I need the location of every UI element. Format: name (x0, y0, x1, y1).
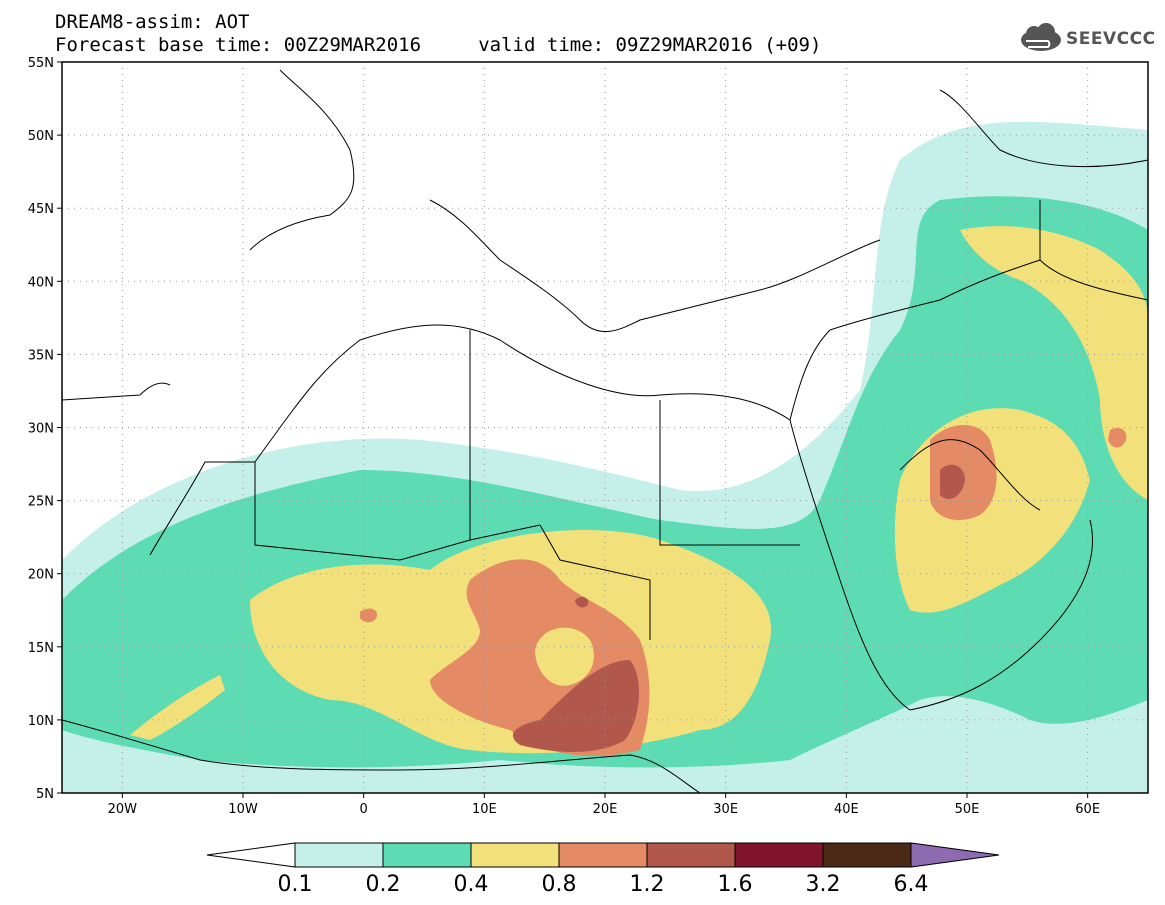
colorbar-bin (734, 842, 824, 868)
coastlines (62, 69, 1148, 793)
chart-title: DREAM8-assim: AOT (55, 11, 250, 33)
colorbar-bin (382, 842, 472, 868)
colorbar-label: 6.4 (894, 872, 929, 897)
colorbar-bin (294, 842, 384, 868)
colorbar-labels: 0.1 0.2 0.4 0.8 1.2 1.6 3.2 6.4 (278, 872, 929, 897)
colorbar (206, 842, 1000, 868)
lon-tick-label: 40E (834, 802, 859, 817)
lon-tick-label: 50E (955, 802, 980, 817)
forecast-time-subtitle: Forecast base time: 00Z29MAR2016 valid t… (55, 34, 822, 56)
lon-tick-label: 20W (108, 802, 138, 817)
colorbar-bin (558, 842, 648, 868)
colorbar-label: 1.6 (718, 872, 753, 897)
lat-tick-label: 40N (28, 275, 54, 290)
colorbar-label: 0.4 (454, 872, 489, 897)
map-graticule (62, 62, 1148, 793)
colorbar-label: 1.2 (630, 872, 665, 897)
colorbar-bin (822, 842, 912, 868)
lat-tick-label: 10N (28, 714, 54, 729)
lat-tick-label: 5N (36, 787, 54, 802)
longitude-labels: 20W 10W 0 10E 20E 30E 40E 50E 60E (108, 793, 1100, 817)
lon-tick-label: 60E (1075, 802, 1100, 817)
lat-tick-label: 50N (28, 129, 54, 144)
lat-tick-label: 25N (28, 495, 54, 510)
lat-tick-label: 45N (28, 202, 54, 217)
colorbar-low-arrow (206, 842, 296, 868)
latitude-labels: 5N 10N 15N 20N 25N 30N 35N 40N 45N 50N 55N (28, 56, 62, 802)
lon-tick-label: 0 (360, 802, 368, 817)
seevccc-logo: SEEVCCC (1018, 22, 1158, 54)
aot-field (62, 121, 1148, 793)
colorbar-label: 3.2 (806, 872, 841, 897)
lon-tick-label: 10E (472, 802, 497, 817)
colorbar-label: 0.1 (278, 872, 313, 897)
lat-tick-label: 15N (28, 641, 54, 656)
lat-tick-label: 20N (28, 568, 54, 583)
colorbar-label: 0.2 (366, 872, 401, 897)
colorbar-bin (470, 842, 560, 868)
colorbar-label: 0.8 (542, 872, 577, 897)
colorbar-high-arrow (910, 842, 1000, 868)
lat-tick-label: 30N (28, 422, 54, 437)
lon-tick-label: 20E (593, 802, 618, 817)
lon-tick-label: 10W (228, 802, 258, 817)
cloud-logo-icon (1021, 23, 1061, 51)
colorbar-bin (646, 842, 736, 868)
logo-text: SEEVCCC (1066, 29, 1156, 49)
lat-tick-label: 55N (28, 56, 54, 71)
lat-tick-label: 35N (28, 348, 54, 363)
lon-tick-label: 30E (713, 802, 738, 817)
